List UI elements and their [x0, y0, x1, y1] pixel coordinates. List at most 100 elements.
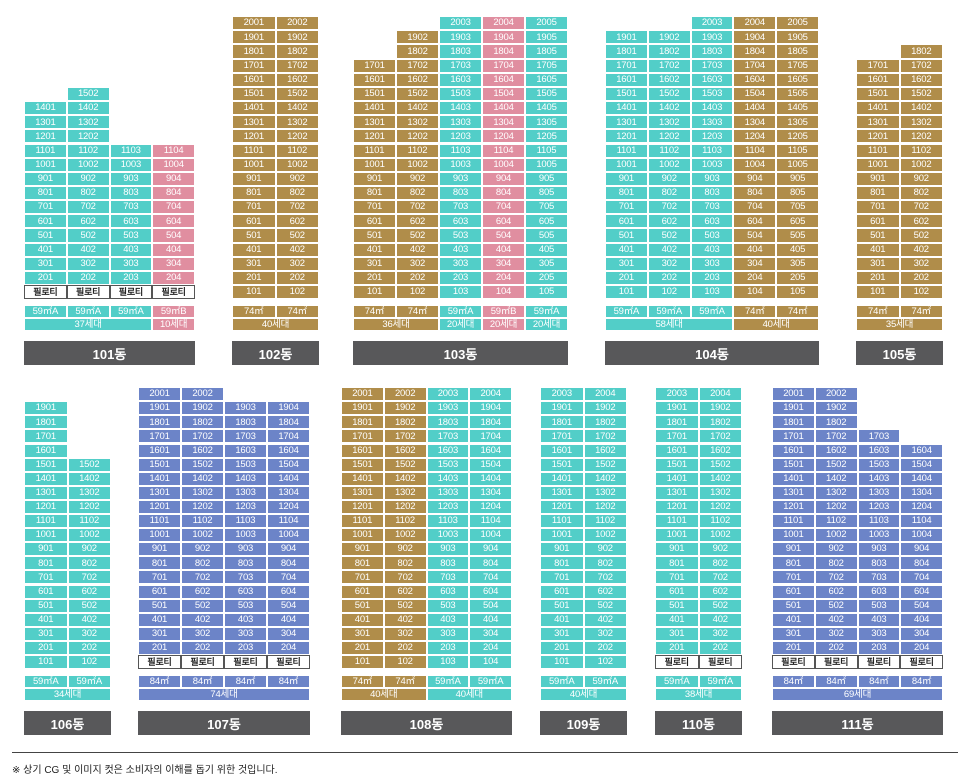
unit-cell: 1702: [383, 429, 427, 444]
unit-cell: 202: [67, 640, 111, 655]
piloti-cell: 필로티: [109, 285, 153, 300]
unit-cell: 603: [109, 214, 153, 229]
unit-cell: 503: [439, 228, 482, 243]
unit-type-label: 59㎡A: [583, 675, 627, 688]
unit-cell: 902: [66, 171, 110, 186]
unit-cell: 1202: [66, 129, 110, 144]
unit-cell: 602: [67, 584, 111, 599]
unit-cell: 1402: [181, 471, 224, 486]
unit-cell: 2005: [525, 16, 568, 31]
unit-cell: 804: [482, 185, 525, 201]
unit-cell: 1902: [396, 30, 439, 45]
piloti-cell: 필로티: [655, 655, 699, 670]
unit-cell: 304: [482, 256, 525, 271]
unit-cell: 502: [698, 598, 742, 613]
unit-cell: 1405: [776, 101, 819, 116]
unit-cell: 303: [109, 256, 153, 271]
unit-cell: 901: [232, 171, 276, 186]
unit-cell: 602: [647, 214, 691, 229]
unit-cell: 902: [181, 542, 224, 557]
unit-cell: 1502: [66, 86, 110, 102]
unit-cell: 502: [583, 598, 627, 613]
unit-cell: 1701: [138, 429, 181, 444]
unit-cell: 702: [899, 200, 943, 215]
household-count: 69세대: [772, 688, 943, 701]
unit-cell: 1501: [341, 457, 384, 472]
unit-cell: 1003: [224, 528, 267, 543]
unit-cell: 1502: [814, 457, 858, 472]
unit-cell: 103: [426, 655, 470, 670]
unit-cell: 704: [469, 570, 512, 585]
unit-cell: 202: [899, 270, 943, 285]
unit-cell: 1702: [583, 429, 627, 444]
unit-cell: 301: [353, 256, 396, 271]
unit-cell: 1404: [900, 471, 943, 486]
unit-cell: 701: [353, 200, 396, 215]
unit-cell: 1203: [439, 129, 482, 144]
unit-cell: 1401: [540, 471, 584, 486]
unit-cell: 2003: [439, 16, 482, 31]
unit-cell: 1501: [772, 457, 815, 472]
unit-cell: 1701: [856, 58, 900, 73]
unit-cell: 801: [138, 556, 181, 571]
unit-cell: 1205: [776, 129, 819, 144]
unit-cell: 405: [525, 242, 568, 257]
unit-cell: 1601: [353, 72, 396, 87]
building-label: 109동: [540, 711, 627, 735]
unit-cell: 1101: [772, 514, 815, 529]
unit-cell: 101: [24, 655, 68, 670]
unit-cell: 1003: [439, 157, 482, 172]
unit-cell: 302: [899, 256, 943, 271]
unit-type-label: 59㎡B: [482, 305, 525, 318]
unit-cell: 403: [857, 612, 901, 627]
unit-cell: 1604: [733, 72, 777, 87]
unit-cell: 1003: [857, 528, 901, 543]
unit-type-label: 84㎡: [772, 675, 815, 688]
unit-cell: 302: [583, 626, 627, 641]
unit-cell: 303: [439, 256, 482, 271]
unit-type-label: 74㎡: [396, 305, 439, 318]
unit-cell: 702: [66, 200, 110, 215]
unit-cell: 1502: [647, 86, 691, 102]
unit-cell: 902: [899, 171, 943, 186]
unit-cell: 803: [857, 556, 901, 571]
unit-cell: 1602: [899, 72, 943, 87]
unit-cell: 402: [67, 612, 111, 627]
unit-cell: 502: [899, 228, 943, 243]
unit-cell: 402: [396, 242, 439, 257]
unit-cell: 1402: [899, 101, 943, 116]
unit-cell: 1701: [232, 58, 276, 73]
unit-cell: 1902: [647, 30, 691, 45]
unit-cell: 1702: [814, 429, 858, 444]
unit-cell: 1901: [232, 30, 276, 45]
unit-cell: 901: [540, 542, 584, 557]
building-label: 105동: [856, 341, 943, 365]
unit-cell: 1102: [647, 143, 691, 158]
unit-cell: 901: [772, 542, 815, 557]
household-count: 40세대: [733, 318, 819, 331]
household-count: 37세대: [24, 318, 153, 331]
unit-cell: 504: [482, 228, 525, 243]
unit-cell: 1601: [655, 443, 699, 458]
unit-cell: 1304: [267, 485, 310, 500]
unit-cell: 1905: [776, 30, 819, 45]
unit-cell: 1702: [899, 58, 943, 73]
unit-cell: 1404: [482, 101, 525, 116]
unit-cell: 1802: [181, 415, 224, 430]
household-count: 20세대: [525, 318, 568, 331]
unit-cell: 904: [482, 171, 525, 186]
unit-cell: 1702: [275, 58, 319, 73]
unit-type-label: 74㎡: [275, 305, 319, 318]
unit-cell: 902: [583, 542, 627, 557]
unit-cell: 203: [857, 640, 901, 655]
unit-cell: 1701: [341, 429, 384, 444]
unit-cell: 601: [605, 214, 648, 229]
unit-cell: 1403: [439, 101, 482, 116]
unit-cell: 1003: [426, 528, 470, 543]
unit-type-label: 84㎡: [814, 675, 858, 688]
unit-cell: 404: [733, 242, 777, 257]
unit-cell: 1201: [856, 129, 900, 144]
unit-cell: 302: [67, 626, 111, 641]
unit-cell: 201: [856, 270, 900, 285]
unit-cell: 2002: [383, 387, 427, 402]
